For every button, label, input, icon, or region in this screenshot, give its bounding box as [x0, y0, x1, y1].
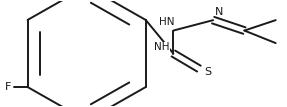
Text: N: N	[215, 7, 224, 17]
Text: F: F	[5, 82, 12, 92]
Text: S: S	[204, 67, 211, 77]
Text: NH: NH	[154, 42, 170, 52]
Text: HN: HN	[159, 17, 174, 27]
